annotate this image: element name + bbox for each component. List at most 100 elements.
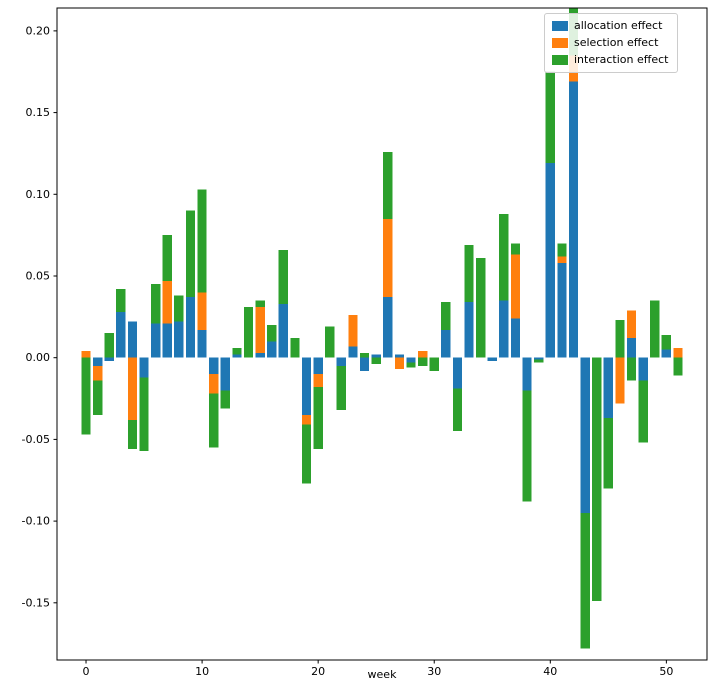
bar-segment-allocation — [255, 352, 265, 358]
x-axis-label: week — [367, 668, 397, 681]
bar-segment-interaction — [499, 213, 509, 301]
bar-segment-selection — [417, 351, 428, 358]
bar-segment-interaction — [209, 393, 219, 448]
bar-segment-selection — [626, 310, 637, 339]
bar-segment-selection — [81, 351, 91, 358]
bar-segment-interaction — [162, 235, 172, 281]
bar-segment-allocation — [638, 357, 648, 381]
bar-segment-selection — [92, 365, 103, 381]
bar-segment-allocation — [336, 357, 347, 366]
y-tick-label: -0.05 — [22, 433, 50, 446]
bar-segment-interaction — [534, 359, 544, 363]
bar-segment-interaction — [371, 357, 381, 365]
bar-segment-allocation — [603, 357, 613, 419]
bar-segment-allocation — [209, 357, 219, 375]
bar-segment-allocation — [162, 323, 172, 358]
x-tick-label: 50 — [659, 665, 673, 678]
bar-segment-allocation — [278, 303, 288, 358]
bar-segment-interaction — [290, 338, 300, 358]
bar-segment-selection — [209, 374, 219, 394]
bar-segment-allocation — [301, 357, 312, 415]
bar-segment-allocation — [197, 329, 207, 358]
bar-segment-allocation — [580, 357, 590, 513]
bar-segment-allocation — [116, 311, 126, 358]
bar-segment-interaction — [406, 362, 416, 368]
legend: allocation effect selection effect inter… — [544, 13, 679, 73]
y-tick-label: 0.20 — [26, 24, 51, 37]
bar-segment-allocation — [487, 357, 497, 361]
legend-item-allocation: allocation effect — [552, 19, 668, 32]
bar-segment-selection — [383, 218, 393, 298]
bar-segment-allocation — [151, 323, 161, 358]
legend-swatch-selection — [552, 37, 568, 48]
bar-segment-interaction — [580, 512, 590, 649]
legend-item-interaction: interaction effect — [552, 53, 668, 66]
bar-segment-interaction — [650, 300, 660, 358]
bar-segment-interaction — [510, 243, 521, 255]
bar-segment-interaction — [185, 210, 196, 298]
legend-swatch-interaction — [552, 54, 568, 65]
bar-segment-selection — [255, 307, 265, 353]
bar-segment-allocation — [441, 329, 451, 358]
bar-segment-interaction — [127, 419, 138, 450]
bar-segment-allocation — [348, 346, 358, 358]
y-tick-label: 0.10 — [26, 188, 51, 201]
bar-segment-allocation — [394, 354, 405, 358]
bar-segment-interaction — [417, 357, 428, 366]
bar-segment-interaction — [615, 320, 625, 358]
bar-segment-allocation — [220, 357, 230, 391]
bar-segment-interaction — [301, 424, 312, 484]
bar-segment-allocation — [267, 341, 277, 358]
bar-segment-selection — [162, 280, 172, 324]
bar-segment-allocation — [510, 318, 521, 358]
bar-segment-selection — [313, 374, 323, 388]
bar-segment-selection — [394, 357, 405, 370]
bar-segment-allocation — [232, 354, 242, 358]
bar-segment-allocation — [383, 297, 393, 358]
bar-segment-interaction — [139, 377, 149, 451]
bar-segment-allocation — [534, 357, 544, 360]
bar-segment-interaction — [464, 244, 474, 303]
bar-segment-allocation — [92, 357, 103, 366]
bar-segment-interaction — [104, 333, 114, 358]
bar-segment-allocation — [661, 349, 672, 358]
bar-segment-selection — [673, 347, 683, 358]
legend-label-allocation: allocation effect — [574, 19, 663, 32]
bar-segment-interaction — [220, 390, 230, 409]
bar-segment-interaction — [232, 347, 242, 355]
bar-segment-interaction — [278, 249, 288, 304]
bar-segment-interaction — [255, 300, 265, 308]
bar-segment-allocation — [626, 338, 637, 358]
x-tick-label: 40 — [543, 665, 557, 678]
bar-segment-interaction — [429, 357, 439, 371]
bar-segment-allocation — [545, 163, 555, 358]
legend-label-interaction: interaction effect — [574, 53, 669, 66]
x-tick-label: 0 — [83, 665, 90, 678]
bar-segment-allocation — [568, 81, 579, 358]
bar-segment-allocation — [359, 357, 370, 371]
bar-segment-allocation — [174, 321, 184, 358]
bar-segment-selection — [510, 254, 521, 319]
bar-segment-allocation — [557, 262, 567, 358]
bar-segment-interaction — [661, 334, 672, 350]
bar-segment-allocation — [139, 357, 149, 378]
bar-segment-interaction — [359, 352, 370, 358]
bar-segment-selection — [197, 292, 207, 330]
bar-segment-allocation — [464, 302, 474, 358]
x-tick-label: 10 — [195, 665, 209, 678]
bar-segment-interaction — [267, 325, 277, 342]
bar-segment-interaction — [545, 71, 555, 164]
x-tick-label: 30 — [427, 665, 441, 678]
bar-segment-allocation — [371, 354, 381, 358]
y-tick-label: 0.05 — [26, 269, 51, 282]
bar-segment-interaction — [325, 326, 335, 358]
bar-segment-interaction — [383, 151, 393, 219]
bar-segment-interaction — [522, 390, 532, 502]
bars-group — [81, 8, 683, 649]
bar-segment-allocation — [406, 357, 416, 363]
bar-segment-interaction — [673, 357, 683, 376]
bar-segment-interaction — [592, 357, 602, 602]
bar-segment-interaction — [476, 258, 486, 358]
